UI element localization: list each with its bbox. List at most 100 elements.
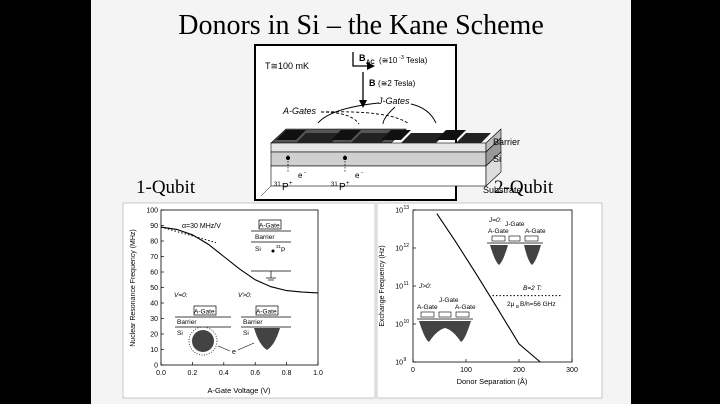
left-y-tick-label: 20 [150, 332, 158, 339]
left-y-ticks: 0 10 20 30 40 50 60 70 80 90 100 [146, 208, 164, 370]
slide-canvas: Donors in Si – the Kane Scheme T≅100 mK … [122, 10, 603, 399]
right-y-tick-base: 10 [395, 360, 403, 367]
inset-jpos-cloud [419, 321, 471, 342]
left-x-ticks: 0.0 0.2 0.4 0.6 0.8 1.0 [156, 362, 323, 377]
si-layer [270, 151, 487, 167]
inset-vpos-label: V>0: [238, 292, 252, 299]
electron-label-2: e [355, 171, 360, 180]
right-y-tick-base: 10 [395, 322, 403, 329]
field-annotation: B=2 T: [523, 285, 542, 292]
gate-1 [276, 130, 306, 140]
inset-jpos-label: J>0: [418, 283, 432, 290]
inset-jpos-agate-2: A-Gate [455, 304, 476, 311]
right-y-tick-base: 10 [395, 246, 403, 253]
a-gates-label: A-Gates [282, 106, 317, 116]
inset-top-p-isotope: 31 [276, 244, 282, 249]
electron-cloud-v0 [192, 330, 214, 352]
slide-content: Donors in Si – the Kane Scheme T≅100 mK … [91, 0, 631, 404]
left-y-tick-label: 100 [146, 208, 158, 215]
j-gate-pointer-mid [382, 106, 396, 125]
substrate-layer [270, 165, 487, 187]
p-label-2: P [339, 182, 346, 193]
b-value: (≅2 Tesla) [378, 79, 416, 88]
bac-arrow [352, 52, 367, 67]
gate-2 [296, 133, 341, 143]
left-x-tick-label: 0.0 [156, 370, 166, 377]
bac-value: (≅10 [379, 56, 398, 65]
kane-device-diagram: T≅100 mK B AC (≅10 -3 Tesla) B (≅2 Tesla… [254, 44, 522, 201]
bac-subscript: AC [366, 60, 375, 66]
substrate-side [485, 151, 502, 187]
left-y-tick-label: 50 [150, 285, 158, 292]
electron-label-inset: e [232, 349, 236, 356]
left-chart-frame [122, 202, 376, 399]
inset-j0-label: J=0: [488, 217, 502, 224]
j-gate-pointer-right [410, 103, 437, 124]
right-y-tick-exp: 13 [404, 205, 410, 211]
right-y-tick-exp: 12 [404, 243, 410, 249]
inset-top-p: P [281, 247, 285, 254]
right-y-tick-base: 10 [395, 208, 403, 215]
right-y-axis-label: Exchange Frequency (Hz) [379, 245, 386, 326]
resonance-curve [160, 226, 319, 294]
nuclear-resonance-chart: 0 10 20 30 40 50 60 70 80 90 100 0.0 0.2 0.4 0.6 0.8 1.… [122, 202, 376, 399]
left-y-tick-label: 10 [150, 347, 158, 354]
inset-v0-barrier: Barrier [177, 319, 197, 326]
left-y-tick-label: 90 [150, 223, 158, 230]
donor-2 [343, 156, 347, 160]
j-gate-pointer-left [317, 102, 380, 124]
right-x-axis-label: Donor Separation (Å) [457, 377, 528, 386]
right-y-tick-exp: 10 [404, 319, 410, 325]
bac-arrowhead [367, 62, 375, 70]
bac-unit: Tesla) [406, 56, 428, 65]
gate-6 [401, 133, 446, 143]
right-x-tick-label: 100 [460, 367, 472, 374]
barrier-layer [270, 142, 487, 153]
right-y-tick-exp: 11 [404, 281, 409, 287]
temperature-label: T≅100 mK [265, 61, 309, 71]
left-x-tick-label: 0.4 [219, 370, 229, 377]
electron-label-1: e [298, 171, 303, 180]
gate-5 [381, 130, 411, 140]
inset-v0-si: Si [177, 330, 183, 337]
freq-annotation-sub: B [516, 304, 519, 309]
slide-title: Donors in Si – the Kane Scheme [178, 10, 544, 41]
exchange-curve [436, 213, 541, 363]
right-y-tick-base: 10 [395, 284, 403, 291]
right-x-tick-label: 200 [513, 367, 525, 374]
left-y-tick-label: 0 [154, 363, 158, 370]
inset-vpos-gate: A-Gate [256, 309, 277, 316]
inset-v0-label: V=0: [174, 292, 188, 299]
electron-cloud-vpos [254, 328, 280, 350]
inset-v0-gate-box [193, 305, 217, 316]
p-label-1: P [282, 182, 289, 193]
inset-j0-jgate-box [508, 235, 521, 242]
inset-jpos-agate-1: A-Gate [417, 304, 438, 311]
gate-3 [331, 130, 361, 140]
inset-j0-cloud-2 [524, 245, 541, 265]
bac-exponent: -3 [399, 55, 404, 61]
donor-1 [286, 156, 290, 160]
a-gate-pointer-2 [320, 111, 410, 125]
left-x-tick-label: 1.0 [313, 370, 323, 377]
right-y-tick-exp: 9 [404, 357, 407, 363]
inset-j0-cloud-1 [490, 245, 508, 265]
inset-j0-agate-2: A-Gate [525, 228, 546, 235]
bac-label: B [359, 53, 366, 63]
left-x-tick-label: 0.8 [282, 370, 292, 377]
inset-vpos-barrier: Barrier [243, 319, 263, 326]
gate-7 [436, 130, 466, 140]
barrier-label: Barrier [493, 137, 520, 147]
electron-pointer-1 [217, 345, 231, 352]
substrate-label: Substrate [483, 185, 522, 195]
b-label: B [369, 78, 376, 88]
substrate-edge [260, 185, 272, 197]
gate-8 [456, 133, 491, 143]
b-field-arrowhead [359, 100, 367, 108]
inset-top-si: Si [255, 246, 261, 253]
inset-v0-gate: A-Gate [194, 309, 215, 316]
inset-top-gate: A-Gate [259, 223, 280, 230]
left-x-axis-label: A-Gate Voltage (V) [208, 386, 271, 395]
